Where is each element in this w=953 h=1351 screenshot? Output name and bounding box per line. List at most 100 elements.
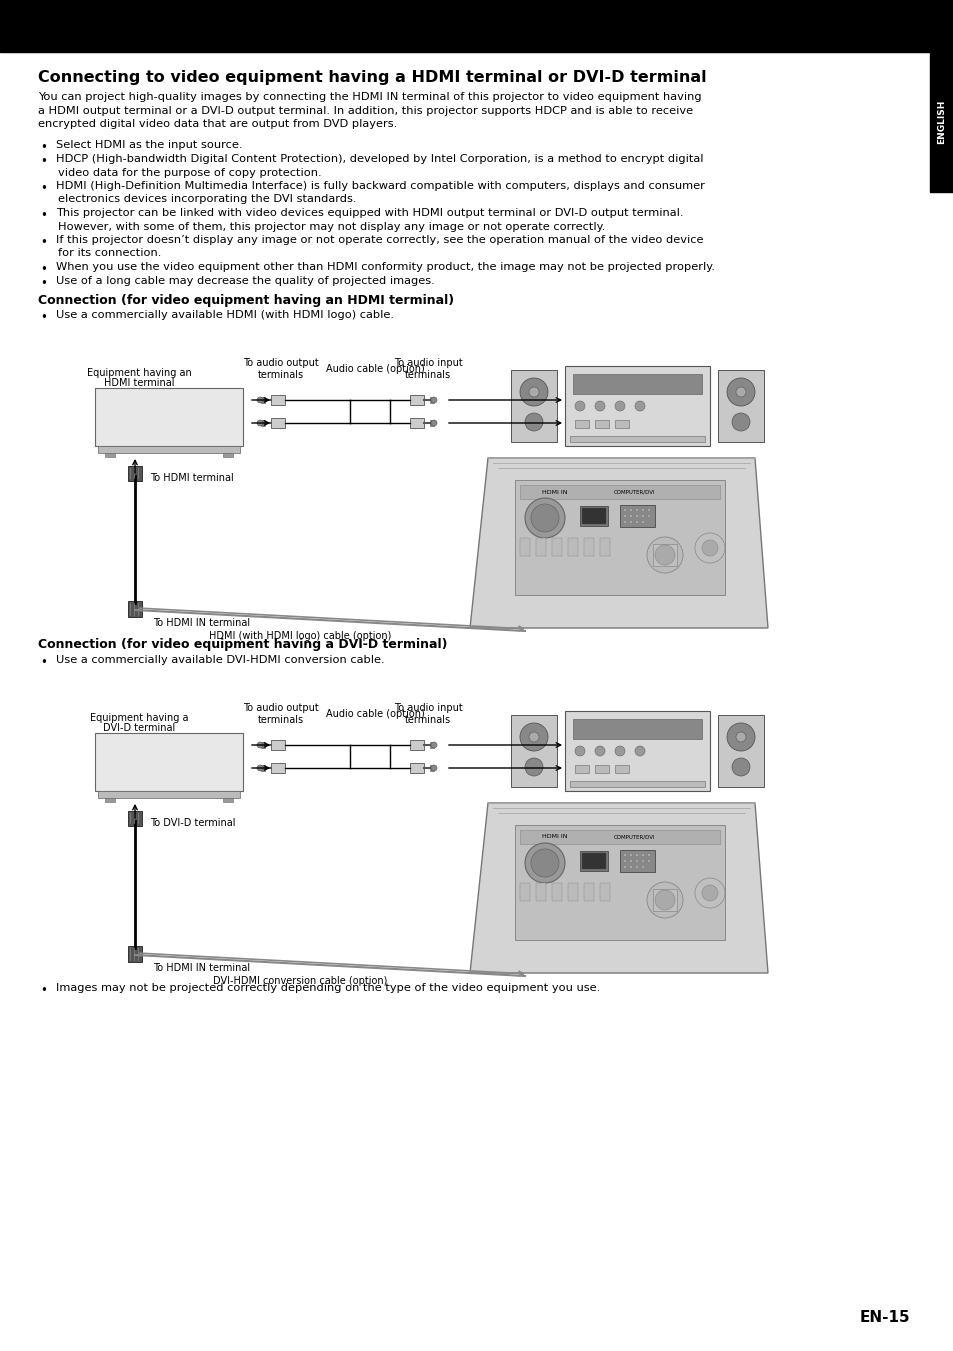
Circle shape	[640, 508, 644, 512]
Circle shape	[615, 401, 624, 411]
Text: •: •	[40, 155, 47, 168]
Bar	[430, 397, 434, 403]
Text: Use a commercially available HDMI (with HDMI logo) cable.: Use a commercially available HDMI (with …	[56, 309, 394, 320]
Circle shape	[629, 866, 632, 869]
Circle shape	[647, 859, 650, 862]
Circle shape	[531, 504, 558, 532]
Circle shape	[695, 534, 724, 563]
Circle shape	[615, 746, 624, 757]
Circle shape	[640, 854, 644, 857]
Text: ENGLISH: ENGLISH	[937, 100, 945, 145]
Bar	[569, 436, 704, 442]
Bar	[261, 420, 265, 426]
Bar	[271, 763, 285, 773]
Bar	[536, 538, 545, 557]
Bar	[536, 884, 545, 901]
Bar	[98, 446, 240, 453]
Circle shape	[524, 758, 542, 775]
Bar	[575, 420, 588, 428]
Bar	[564, 366, 709, 446]
Circle shape	[635, 520, 638, 523]
Text: •: •	[40, 209, 47, 222]
Bar	[519, 884, 530, 901]
Text: Connection (for video equipment having an HDMI terminal): Connection (for video equipment having a…	[38, 295, 454, 307]
Circle shape	[635, 401, 644, 411]
Circle shape	[655, 544, 675, 565]
Circle shape	[519, 723, 547, 751]
Text: However, with some of them, this projector may not display any image or not oper: However, with some of them, this project…	[58, 222, 605, 231]
Bar	[615, 420, 628, 428]
Bar	[567, 884, 578, 901]
Circle shape	[524, 413, 542, 431]
Circle shape	[695, 878, 724, 908]
Circle shape	[635, 746, 644, 757]
Bar	[430, 765, 434, 771]
Bar	[271, 740, 285, 750]
Bar	[619, 505, 655, 527]
Bar	[718, 370, 763, 442]
Text: This projector can be linked with video devices equipped with HDMI output termin: This projector can be linked with video …	[56, 208, 682, 218]
Text: To audio input
terminals: To audio input terminals	[394, 358, 462, 380]
Bar	[105, 453, 115, 457]
Circle shape	[256, 397, 263, 403]
Text: HDMI IN: HDMI IN	[541, 489, 567, 494]
Text: electronics devices incorporating the DVI standards.: electronics devices incorporating the DV…	[58, 195, 356, 204]
Text: To audio output
terminals: To audio output terminals	[243, 358, 318, 380]
Bar	[511, 370, 557, 442]
Bar	[552, 884, 561, 901]
Bar	[564, 711, 709, 790]
Polygon shape	[470, 802, 767, 973]
Circle shape	[701, 540, 718, 557]
Text: HDMI IN: HDMI IN	[541, 835, 567, 839]
Bar	[929, 51, 953, 192]
Bar	[718, 715, 763, 788]
Circle shape	[647, 854, 650, 857]
Circle shape	[640, 515, 644, 517]
Text: To audio output
terminals: To audio output terminals	[243, 704, 318, 725]
Text: To HDMI terminal: To HDMI terminal	[150, 473, 233, 484]
Text: a HDMI output terminal or a DVI-D output terminal. In addition, this projector s: a HDMI output terminal or a DVI-D output…	[38, 105, 693, 115]
Bar	[261, 397, 265, 403]
Circle shape	[701, 885, 718, 901]
Circle shape	[655, 890, 675, 911]
Bar	[595, 420, 608, 428]
Text: •: •	[40, 182, 47, 195]
Circle shape	[623, 866, 626, 869]
Bar	[410, 740, 423, 750]
Circle shape	[623, 508, 626, 512]
Bar	[271, 394, 285, 405]
Text: Use a commercially available DVI-HDMI conversion cable.: Use a commercially available DVI-HDMI co…	[56, 655, 384, 665]
Circle shape	[735, 386, 745, 397]
Circle shape	[519, 378, 547, 407]
Circle shape	[640, 520, 644, 523]
Circle shape	[524, 499, 564, 538]
Text: •: •	[40, 236, 47, 249]
Circle shape	[256, 742, 263, 748]
Circle shape	[629, 520, 632, 523]
Text: EN-15: EN-15	[859, 1310, 909, 1325]
Bar	[261, 742, 265, 748]
Circle shape	[623, 854, 626, 857]
Bar	[128, 601, 142, 617]
Text: •: •	[40, 984, 47, 997]
Circle shape	[595, 746, 604, 757]
Circle shape	[635, 854, 638, 857]
Text: Connecting to video equipment having a HDMI terminal or DVI-D terminal: Connecting to video equipment having a H…	[38, 70, 706, 85]
Circle shape	[431, 397, 436, 403]
Circle shape	[726, 723, 754, 751]
Bar	[519, 538, 530, 557]
Bar	[567, 538, 578, 557]
Circle shape	[629, 508, 632, 512]
Bar	[261, 765, 265, 771]
Circle shape	[629, 515, 632, 517]
Bar	[579, 507, 607, 526]
Text: COMPUTER/DVI: COMPUTER/DVI	[614, 489, 655, 494]
Bar	[569, 781, 704, 788]
Bar	[519, 830, 720, 844]
Text: To DVI-D terminal: To DVI-D terminal	[150, 817, 235, 828]
Circle shape	[623, 859, 626, 862]
Text: Select HDMI as the input source.: Select HDMI as the input source.	[56, 141, 242, 150]
Bar	[511, 715, 557, 788]
Polygon shape	[470, 458, 767, 628]
Bar	[579, 851, 607, 871]
